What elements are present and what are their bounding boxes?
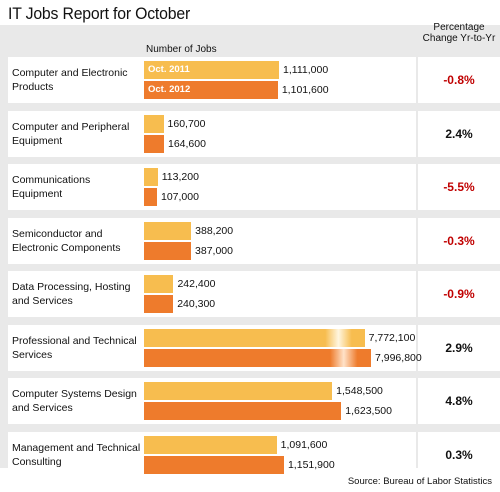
bar-oct-2011 bbox=[144, 114, 164, 133]
chart-row: Computer Systems Design and Services 1,54… bbox=[0, 378, 500, 424]
chart-row: Semiconductor and Electronic Components 3… bbox=[0, 217, 500, 264]
category-label: Computer Systems Design and Services bbox=[12, 388, 137, 414]
bar-oct-2011 bbox=[144, 328, 365, 347]
data-label: 1,091,600 bbox=[280, 438, 328, 451]
legend-label: Oct. 2012 bbox=[148, 84, 191, 95]
bar-oct-2011: Oct. 2011 bbox=[144, 61, 279, 79]
data-label: 160,700 bbox=[167, 117, 206, 130]
percent-change-header: Percentage Change Yr-to-Yr bbox=[422, 22, 496, 44]
chart-row: Management and Technical Consulting 1,091… bbox=[0, 431, 500, 478]
percent-change-value: 2.9% bbox=[445, 340, 473, 355]
chart-row: Data Processing, Hosting and Services 242… bbox=[0, 271, 500, 317]
data-label: 113,200 bbox=[161, 171, 199, 183]
data-label: 1,623,500 bbox=[345, 405, 392, 417]
bar-oct-2012 bbox=[144, 348, 371, 367]
row-background bbox=[8, 217, 416, 264]
percent-cell-background bbox=[418, 324, 500, 371]
category-label: Professional and Technical Services bbox=[12, 334, 137, 361]
percent-change-value: 0.3% bbox=[445, 447, 473, 462]
chart-row: Computer and Peripheral Equipment 160,700… bbox=[0, 110, 500, 157]
data-label: 388,200 bbox=[195, 224, 234, 237]
source-note: Source: Bureau of Labor Statistics bbox=[347, 476, 492, 487]
chart-row: Professional and Technical Services 7,772… bbox=[0, 324, 500, 371]
percent-cell-background bbox=[418, 57, 500, 103]
legend-label: Oct. 2011 bbox=[148, 64, 190, 75]
bar-oct-2012 bbox=[144, 241, 192, 260]
category-label: Computer and Peripheral Equipment bbox=[12, 120, 130, 147]
data-label: 1,101,600 bbox=[281, 84, 329, 96]
data-label: 387,000 bbox=[195, 244, 233, 257]
data-label: 1,111,000 bbox=[283, 64, 329, 76]
data-label: 1,151,900 bbox=[287, 458, 335, 471]
row-background bbox=[8, 271, 416, 317]
row-background bbox=[8, 110, 416, 157]
chart-row: Computer and Electronic Products Oct. 201… bbox=[0, 57, 500, 103]
bar-oct-2011 bbox=[144, 435, 277, 454]
category-label: Semiconductor and Electronic Components bbox=[12, 227, 121, 254]
category-label: Management and Technical Consulting bbox=[12, 441, 141, 468]
data-label: 240,300 bbox=[177, 298, 216, 310]
percent-cell-background bbox=[418, 217, 500, 264]
percent-cell-background bbox=[418, 110, 500, 157]
bar-oct-2012 bbox=[144, 295, 174, 313]
percent-cell-background bbox=[418, 431, 500, 478]
percent-change-value: -0.3% bbox=[443, 233, 475, 248]
data-label: 242,400 bbox=[177, 278, 216, 290]
percent-change-value: -5.5% bbox=[443, 180, 475, 194]
chart-row: Communications Equipment 113,200 107,000 -5… bbox=[0, 164, 500, 210]
percent-change-value: 2.4% bbox=[445, 126, 473, 141]
data-label: 107,000 bbox=[161, 191, 199, 203]
percent-change-value: 4.8% bbox=[445, 394, 473, 408]
bar-oct-2011 bbox=[144, 382, 333, 400]
percent-cell-background bbox=[418, 164, 500, 210]
data-label: 7,772,100 bbox=[368, 331, 416, 344]
percent-change-value: -0.8% bbox=[443, 73, 475, 87]
percent-cell-background bbox=[418, 378, 500, 424]
bar-oct-2012: Oct. 2012 bbox=[144, 81, 278, 99]
data-label: 1,548,500 bbox=[336, 385, 383, 397]
category-label: Computer and Electronic Products bbox=[12, 67, 128, 93]
bar-oct-2012 bbox=[144, 134, 164, 153]
percent-cell-background bbox=[418, 271, 500, 317]
row-background bbox=[8, 164, 416, 210]
data-label: 7,996,800 bbox=[375, 351, 422, 364]
value-header: Number of Jobs bbox=[146, 44, 217, 55]
chart-title: IT Jobs Report for October bbox=[8, 4, 191, 23]
bar-oct-2011 bbox=[144, 168, 158, 186]
data-label: 164,600 bbox=[168, 137, 206, 150]
category-label: Communications Equipment bbox=[12, 174, 91, 200]
bar-oct-2012 bbox=[144, 455, 284, 474]
category-label: Data Processing, Hosting and Services bbox=[12, 281, 131, 307]
bar-oct-2012 bbox=[144, 402, 342, 420]
bar-oct-2011 bbox=[144, 221, 192, 240]
bar-oct-2012 bbox=[144, 188, 157, 206]
bar-oct-2011 bbox=[144, 275, 174, 293]
percent-change-value: -0.9% bbox=[443, 287, 475, 301]
